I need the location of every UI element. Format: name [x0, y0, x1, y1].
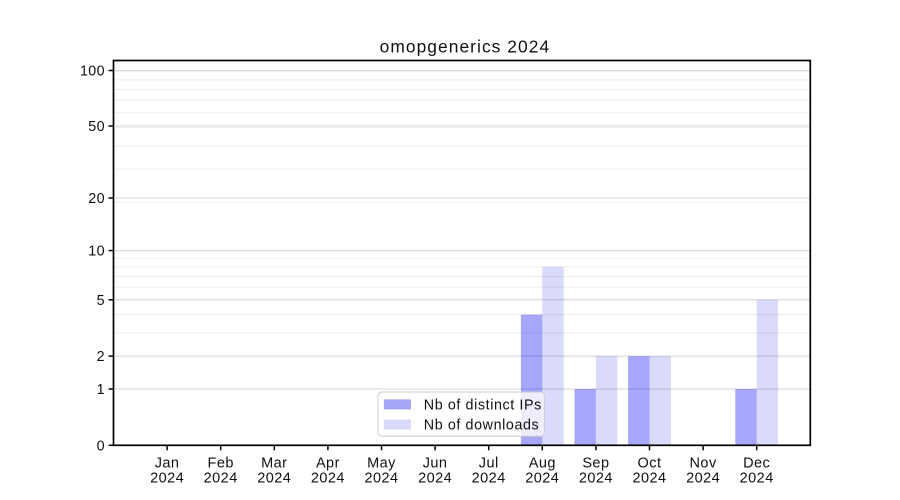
- svg-text:Nb of distinct IPs: Nb of distinct IPs: [424, 398, 542, 414]
- svg-text:5: 5: [97, 293, 105, 309]
- svg-text:Dec: Dec: [743, 455, 770, 471]
- svg-text:Sep: Sep: [582, 455, 609, 471]
- svg-text:2024: 2024: [740, 471, 774, 487]
- svg-text:2024: 2024: [525, 471, 559, 487]
- svg-text:2024: 2024: [257, 471, 291, 487]
- svg-text:Feb: Feb: [208, 455, 234, 471]
- svg-text:2024: 2024: [150, 471, 184, 487]
- svg-text:Jan: Jan: [155, 455, 180, 471]
- svg-text:1: 1: [97, 382, 105, 398]
- svg-text:2024: 2024: [364, 471, 398, 487]
- svg-text:2024: 2024: [418, 471, 452, 487]
- svg-text:2024: 2024: [579, 471, 613, 487]
- svg-text:Jun: Jun: [423, 455, 448, 471]
- svg-text:Nov: Nov: [690, 455, 717, 471]
- svg-text:2024: 2024: [204, 471, 238, 487]
- svg-text:Oct: Oct: [638, 455, 662, 471]
- svg-text:2024: 2024: [686, 471, 720, 487]
- svg-text:20: 20: [88, 191, 105, 207]
- svg-text:2024: 2024: [472, 471, 506, 487]
- svg-text:May: May: [367, 455, 396, 471]
- svg-text:Aug: Aug: [529, 455, 556, 471]
- svg-text:2: 2: [97, 349, 105, 365]
- svg-text:2024: 2024: [311, 471, 345, 487]
- svg-text:omopgenerics 2024: omopgenerics 2024: [380, 36, 551, 56]
- svg-text:2024: 2024: [632, 471, 666, 487]
- svg-text:Apr: Apr: [316, 455, 340, 471]
- svg-text:50: 50: [88, 119, 105, 135]
- svg-text:100: 100: [80, 64, 105, 80]
- svg-text:Nb of downloads: Nb of downloads: [424, 417, 540, 433]
- svg-text:Jul: Jul: [479, 455, 499, 471]
- svg-text:10: 10: [88, 244, 105, 260]
- svg-text:Mar: Mar: [261, 455, 287, 471]
- svg-text:0: 0: [97, 438, 105, 454]
